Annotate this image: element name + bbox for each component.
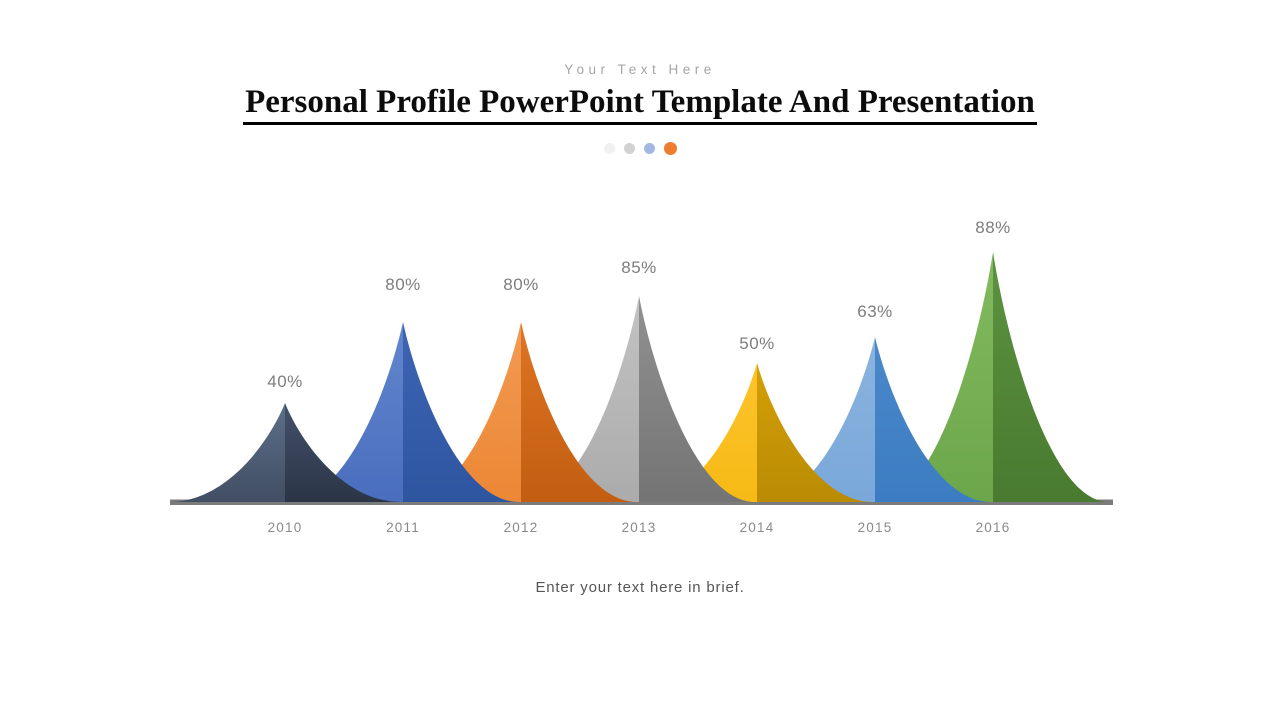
title-wrap: Personal Profile PowerPoint Template And… bbox=[0, 86, 1280, 125]
year-label-2013: 2013 bbox=[622, 520, 657, 535]
peak-2016-right-half bbox=[993, 252, 1109, 502]
peak-2013-right-half bbox=[639, 296, 755, 502]
peak-2014-left-half bbox=[641, 363, 757, 502]
value-label-2012: 80% bbox=[503, 275, 539, 294]
peak-2012-right-half bbox=[521, 322, 637, 502]
value-label-2011: 80% bbox=[385, 275, 421, 294]
pagination-dots bbox=[0, 142, 1280, 155]
pagination-dot-1[interactable] bbox=[603, 143, 615, 154]
pagination-dot-4-active[interactable] bbox=[663, 142, 677, 155]
peak-2015-right-half bbox=[875, 337, 991, 502]
peak-2010-left-half bbox=[169, 403, 285, 502]
year-label-2011: 2011 bbox=[386, 520, 420, 535]
slide-title: Personal Profile PowerPoint Template And… bbox=[243, 86, 1037, 125]
peak-2014-right-half bbox=[757, 363, 873, 502]
value-label-2014: 50% bbox=[739, 334, 775, 353]
year-label-2015: 2015 bbox=[858, 520, 893, 535]
year-label-2010: 2010 bbox=[268, 520, 303, 535]
peak-2010-right-half bbox=[285, 403, 401, 502]
caption-text: Enter your text here in brief. bbox=[535, 579, 745, 596]
peak-2015-left-half bbox=[759, 337, 875, 502]
peak-2013-left-half bbox=[523, 296, 639, 502]
peak-2016-left-half bbox=[877, 252, 993, 502]
year-label-2016: 2016 bbox=[976, 520, 1011, 535]
peak-2011-right-half bbox=[403, 322, 519, 502]
value-label-2010: 40% bbox=[267, 372, 303, 391]
year-label-2014: 2014 bbox=[740, 520, 775, 535]
pagination-dot-3[interactable] bbox=[643, 143, 655, 154]
x-axis-bar bbox=[170, 499, 1113, 505]
peak-2012-left-half bbox=[405, 322, 521, 502]
value-label-2016: 88% bbox=[975, 218, 1011, 237]
value-label-2015: 63% bbox=[857, 302, 893, 321]
peak-2011-left-half bbox=[287, 322, 403, 502]
eyebrow-text: Your Text Here bbox=[564, 62, 716, 77]
pagination-dot-2[interactable] bbox=[623, 143, 635, 154]
year-label-2012: 2012 bbox=[504, 520, 539, 535]
value-label-2013: 85% bbox=[621, 258, 657, 277]
